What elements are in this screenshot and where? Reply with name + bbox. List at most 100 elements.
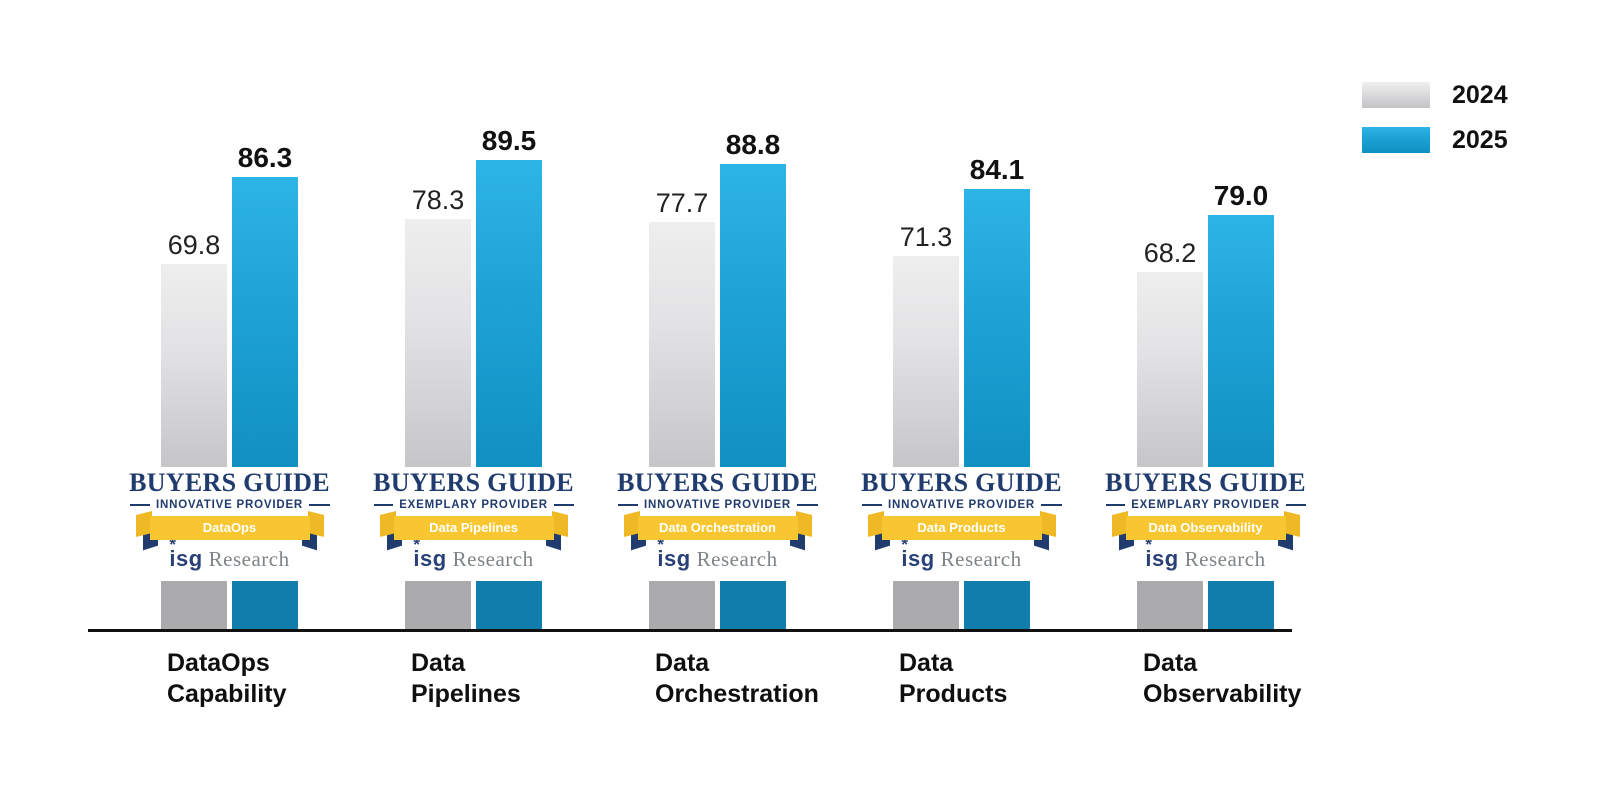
- value-label-2025: 79.0: [1213, 180, 1269, 212]
- legend-swatch-2024: [1362, 82, 1430, 108]
- isg-research-label: Research: [940, 547, 1022, 571]
- award-ribbon: DataOps: [135, 511, 324, 551]
- provider-rule-right: [553, 504, 574, 506]
- category-label: Data Observability: [1143, 648, 1379, 710]
- category-label: DataOps Capability: [167, 648, 403, 710]
- category-label-line2: Pipelines: [411, 680, 521, 708]
- ribbon-fold-right: [795, 511, 812, 537]
- bar-2024: [161, 263, 227, 467]
- isg-star-icon: *: [169, 535, 177, 554]
- buyers-guide-badge: BUYERS GUIDE EXEMPLARY PROVIDER Data Pipel…: [372, 468, 576, 580]
- award-ribbon: Data Observability: [1111, 511, 1300, 551]
- badge-provider-row: EXEMPLARY PROVIDER: [1104, 498, 1308, 512]
- x-axis-line: [88, 629, 1292, 632]
- badge-provider-row: EXEMPLARY PROVIDER: [372, 498, 576, 512]
- bar-2025: [232, 177, 298, 467]
- value-label-2025: 86.3: [237, 142, 293, 174]
- provider-label: EXEMPLARY PROVIDER: [1131, 499, 1280, 511]
- bar-2024: [405, 219, 471, 467]
- provider-rule-left: [1105, 504, 1126, 506]
- bar-2025-stub: [476, 581, 542, 631]
- bar-2024-stub: [649, 581, 715, 631]
- value-label-2025: 88.8: [725, 128, 781, 160]
- badge-provider-row: INNOVATIVE PROVIDER: [128, 498, 332, 512]
- bar-2024-stub: [893, 581, 959, 631]
- value-label-2025: 84.1: [969, 153, 1025, 185]
- ribbon-fold-right: [551, 511, 568, 537]
- provider-rule-left: [861, 504, 882, 506]
- category-label-line2: Capability: [167, 680, 287, 708]
- bar-2024: [1137, 272, 1203, 467]
- category-label-line1: Data: [1143, 649, 1198, 677]
- bar-2024-stub: [161, 581, 227, 631]
- isg-star-icon: *: [1145, 535, 1153, 554]
- isg-wordmark: isg *: [657, 535, 691, 571]
- isg-wordmark: isg *: [901, 535, 935, 571]
- bar-2024: [649, 222, 715, 467]
- legend-label-2025: 2025: [1452, 126, 1508, 154]
- value-label-2024: 77.7: [655, 188, 709, 219]
- provider-label: INNOVATIVE PROVIDER: [155, 499, 304, 511]
- bar-2025-stub: [720, 581, 786, 631]
- bar-2025: [720, 163, 786, 467]
- ribbon-label: DataOps: [149, 516, 310, 540]
- isg-research-logo: isg * Research: [372, 535, 576, 572]
- bar-2025-stub: [232, 581, 298, 631]
- category-label-line2: Products: [899, 680, 1008, 708]
- badge-title: BUYERS GUIDE: [861, 468, 1062, 497]
- isg-research-logo: isg * Research: [860, 535, 1064, 572]
- bar-2025: [476, 160, 542, 467]
- award-ribbon: Data Products: [867, 511, 1056, 551]
- buyers-guide-badge: BUYERS GUIDE INNOVATIVE PROVIDER DataOps is…: [128, 468, 332, 580]
- badge-provider-row: INNOVATIVE PROVIDER: [616, 498, 820, 512]
- bar-2024-stub: [1137, 581, 1203, 631]
- buyers-guide-badge: BUYERS GUIDE EXEMPLARY PROVIDER Data Obser…: [1104, 468, 1308, 580]
- isg-research-label: Research: [452, 547, 534, 571]
- isg-research-logo: isg * Research: [616, 535, 820, 572]
- bar-2025: [964, 188, 1030, 467]
- bar-2025: [1208, 215, 1274, 467]
- isg-wordmark: isg *: [169, 535, 203, 571]
- badge-provider-row: INNOVATIVE PROVIDER: [860, 498, 1064, 512]
- isg-star-icon: *: [413, 535, 421, 554]
- category-label-line1: DataOps: [167, 649, 270, 677]
- buyers-guide-badge: BUYERS GUIDE INNOVATIVE PROVIDER Data Orch…: [616, 468, 820, 580]
- provider-label: EXEMPLARY PROVIDER: [399, 499, 548, 511]
- provider-label: INNOVATIVE PROVIDER: [887, 499, 1036, 511]
- provider-rule-left: [373, 504, 394, 506]
- category-label-line2: Observability: [1143, 680, 1302, 708]
- value-label-2024: 69.8: [167, 229, 221, 260]
- provider-rule-left: [617, 504, 638, 506]
- legend-swatch-2025: [1362, 127, 1430, 153]
- ribbon-label: Data Observability: [1125, 516, 1286, 540]
- isg-wordmark: isg *: [1145, 535, 1179, 571]
- value-label-2024: 78.3: [411, 185, 465, 216]
- legend-label-2024: 2024: [1452, 81, 1508, 109]
- bar-2024: [893, 255, 959, 467]
- category-label-line1: Data: [411, 649, 466, 677]
- provider-rule-right: [1041, 504, 1062, 506]
- provider-label: INNOVATIVE PROVIDER: [643, 499, 792, 511]
- category-label: Data Pipelines: [411, 648, 647, 710]
- isg-wordmark: isg *: [413, 535, 447, 571]
- isg-research-label: Research: [1184, 547, 1266, 571]
- badge-title: BUYERS GUIDE: [1105, 468, 1306, 497]
- category-label-line2: Orchestration: [655, 680, 819, 708]
- category-label-line1: Data: [899, 649, 954, 677]
- ribbon-label: Data Orchestration: [637, 516, 798, 540]
- award-ribbon: Data Pipelines: [379, 511, 568, 551]
- value-label-2025: 89.5: [481, 125, 537, 157]
- value-label-2024: 71.3: [899, 221, 953, 252]
- bar-2025-stub: [1208, 581, 1274, 631]
- badge-title: BUYERS GUIDE: [373, 468, 574, 497]
- bar-2025-stub: [964, 581, 1030, 631]
- badge-title: BUYERS GUIDE: [129, 468, 330, 497]
- ribbon-label: Data Products: [881, 516, 1042, 540]
- isg-star-icon: *: [901, 535, 909, 554]
- value-label-2024: 68.2: [1143, 238, 1197, 269]
- isg-star-icon: *: [657, 535, 665, 554]
- badge-title: BUYERS GUIDE: [617, 468, 818, 497]
- isg-research-label: Research: [696, 547, 778, 571]
- award-ribbon: Data Orchestration: [623, 511, 812, 551]
